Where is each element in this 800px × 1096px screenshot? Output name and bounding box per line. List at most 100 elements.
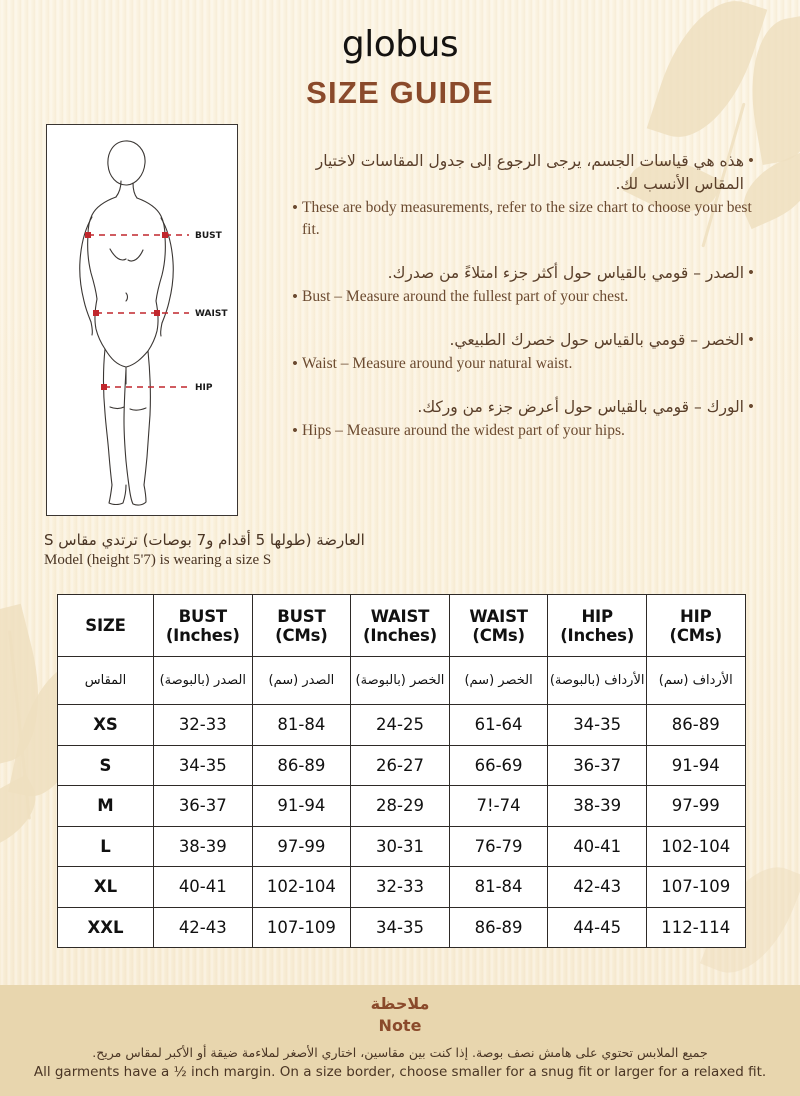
column-header-waist-cms-arabic: الخصر (سم) <box>448 656 549 705</box>
table-row: XXL 42-43 107-109 34-35 86-89 44-45 112-… <box>57 906 746 948</box>
cell-size: L <box>57 825 154 867</box>
column-header-bust-cms-arabic: الصدر (سم) <box>251 656 352 705</box>
cell-bust-inches: 36-37 <box>153 785 253 827</box>
cell-waist-inches: 34-35 <box>350 906 450 948</box>
column-header-hip-inches-arabic: الأرداف (بالبوصة) <box>547 656 647 705</box>
table-row: S 34-35 86-89 26-27 66-69 36-37 91-94 <box>57 744 746 786</box>
column-header-hip-inches: HIP (Inches) <box>547 594 647 657</box>
cell-bust-cms: 97-99 <box>251 825 352 867</box>
bust-label: BUST <box>195 231 223 241</box>
instruction-group-general: • هذه هي قياسات الجسم، يرجى الرجوع إلى ج… <box>288 150 758 241</box>
cell-bust-inches: 38-39 <box>153 825 253 867</box>
bullet-icon: • <box>748 264 754 281</box>
note-title-english: Note <box>378 1016 422 1035</box>
table-row: XS 32-33 81-84 24-25 61-64 34-35 86-89 <box>57 704 746 746</box>
instruction-group-hips: • الورك – قومي بالقياس حول أعرض جزء من و… <box>288 396 758 442</box>
cell-bust-inches: 34-35 <box>153 744 253 786</box>
cell-waist-cms: 81-84 <box>448 866 549 908</box>
note-section: ملاحظة Note جميع الملابس تحتوي على هامش … <box>0 985 800 1096</box>
column-header-bust-cms: BUST (CMs) <box>251 594 352 657</box>
instruction-text-english: Waist – Measure around your natural wais… <box>302 355 573 372</box>
cell-waist-inches: 32-33 <box>350 866 450 908</box>
cell-hip-inches: 36-37 <box>547 744 647 786</box>
cell-hip-cms: 107-109 <box>645 866 746 908</box>
brand-logo: globus <box>341 24 459 65</box>
cell-waist-inches: 30-31 <box>350 825 450 867</box>
column-header-bust-inches: BUST (Inches) <box>153 594 253 657</box>
column-header-bust-inches-arabic: الصدر (بالبوصة) <box>153 656 253 705</box>
instruction-text-arabic: هذه هي قياسات الجسم، يرجى الرجوع إلى جدو… <box>315 152 744 193</box>
cell-bust-inches: 32-33 <box>153 704 253 746</box>
cell-waist-inches: 28-29 <box>350 785 450 827</box>
table-header-row-arabic: المقاس الصدر (بالبوصة) الصدر (سم) الخصر … <box>57 656 746 705</box>
cell-size: XXL <box>57 906 154 948</box>
bullet-icon: • <box>748 331 754 348</box>
note-title-arabic: ملاحظة <box>370 994 430 1013</box>
hip-measure-line <box>101 384 189 390</box>
cell-bust-cms: 86-89 <box>251 744 352 786</box>
list-item: • These are body measurements, refer to … <box>288 197 758 241</box>
list-item: • هذه هي قياسات الجسم، يرجى الرجوع إلى ج… <box>288 150 758 196</box>
cell-hip-inches: 42-43 <box>547 866 647 908</box>
instruction-text-english: Hips – Measure around the widest part of… <box>302 422 625 439</box>
waist-measure-line <box>93 310 189 316</box>
instruction-text-english: Bust – Measure around the fullest part o… <box>302 288 629 305</box>
list-item: • الورك – قومي بالقياس حول أعرض جزء من و… <box>288 396 758 419</box>
cell-waist-cms: 66-69 <box>448 744 549 786</box>
column-header-waist-cms: WAIST (CMs) <box>448 594 549 657</box>
column-header-hip-cms: HIP (CMs) <box>645 594 746 657</box>
cell-hip-cms: 86-89 <box>645 704 746 746</box>
size-chart-table-wrapper: SIZE BUST (Inches) BUST (CMs) WAIST (Inc… <box>57 594 746 948</box>
cell-hip-cms: 102-104 <box>645 825 746 867</box>
column-header-waist-inches: WAIST (Inches) <box>350 594 450 657</box>
bust-measure-line <box>85 232 189 238</box>
hip-label: HIP <box>195 383 213 393</box>
bullet-icon: • <box>748 398 754 415</box>
instruction-group-waist: • الخصر – قومي بالقياس حول خصرك الطبيعي.… <box>288 329 758 375</box>
model-caption: العارضة (طولها 5 أقدام و7 بوصات) ترتدي م… <box>44 530 464 571</box>
bullet-icon: • <box>292 288 298 305</box>
model-caption-english: Model (height 5'7) is wearing a size S <box>44 552 272 568</box>
cell-bust-inches: 42-43 <box>153 906 253 948</box>
header: globus SIZE GUIDE <box>0 24 800 111</box>
table-row: L 38-39 97-99 30-31 76-79 40-41 102-104 <box>57 825 746 867</box>
cell-bust-cms: 107-109 <box>251 906 352 948</box>
cell-size: S <box>57 744 154 786</box>
cell-hip-cms: 97-99 <box>645 785 746 827</box>
instruction-text-arabic: الصدر – قومي بالقياس حول أكثر جزء امتلاء… <box>387 264 744 282</box>
female-body-line-drawing: BUST WAIST HIP <box>79 140 228 506</box>
bullet-icon: • <box>292 422 298 439</box>
model-caption-arabic: العارضة (طولها 5 أقدام و7 بوصات) ترتدي م… <box>44 531 365 549</box>
instruction-text-arabic: الخصر – قومي بالقياس حول خصرك الطبيعي. <box>449 331 744 349</box>
cell-waist-cms: 76-79 <box>448 825 549 867</box>
list-item: • Waist – Measure around your natural wa… <box>288 353 758 375</box>
table-header-row-english: SIZE BUST (Inches) BUST (CMs) WAIST (Inc… <box>57 594 746 657</box>
cell-bust-inches: 40-41 <box>153 866 253 908</box>
table-row: XL 40-41 102-104 32-33 81-84 42-43 107-1… <box>57 866 746 908</box>
cell-hip-cms: 112-114 <box>645 906 746 948</box>
cell-waist-inches: 24-25 <box>350 704 450 746</box>
cell-size: XS <box>57 704 154 746</box>
list-item: • الصدر – قومي بالقياس حول أكثر جزء امتل… <box>288 262 758 285</box>
cell-waist-cms: 86-89 <box>448 906 549 948</box>
instructions-list: • هذه هي قياسات الجسم، يرجى الرجوع إلى ج… <box>288 150 758 443</box>
waist-label: WAIST <box>195 309 228 319</box>
table-row: M 36-37 91-94 28-29 7!-74 38-39 97-99 <box>57 785 746 827</box>
list-item: • Hips – Measure around the widest part … <box>288 420 758 442</box>
size-chart-table: SIZE BUST (Inches) BUST (CMs) WAIST (Inc… <box>57 594 746 948</box>
cell-bust-cms: 81-84 <box>251 704 352 746</box>
column-header-size-arabic: المقاس <box>57 656 154 705</box>
column-header-waist-inches-arabic: الخصر (بالبوصة) <box>350 656 450 705</box>
column-header-size: SIZE <box>57 594 154 657</box>
cell-size: XL <box>57 866 154 908</box>
list-item: • Bust – Measure around the fullest part… <box>288 286 758 308</box>
cell-waist-cms: 61-64 <box>448 704 549 746</box>
note-body-english: All garments have a ½ inch margin. On a … <box>33 1064 767 1080</box>
instruction-text-english: These are body measurements, refer to th… <box>302 199 752 238</box>
cell-hip-cms: 91-94 <box>645 744 746 786</box>
cell-bust-cms: 91-94 <box>251 785 352 827</box>
column-header-hip-cms-arabic: الأرداف (سم) <box>645 656 746 705</box>
bullet-icon: • <box>748 152 754 169</box>
instruction-text-arabic: الورك – قومي بالقياس حول أعرض جزء من ورك… <box>417 398 744 416</box>
